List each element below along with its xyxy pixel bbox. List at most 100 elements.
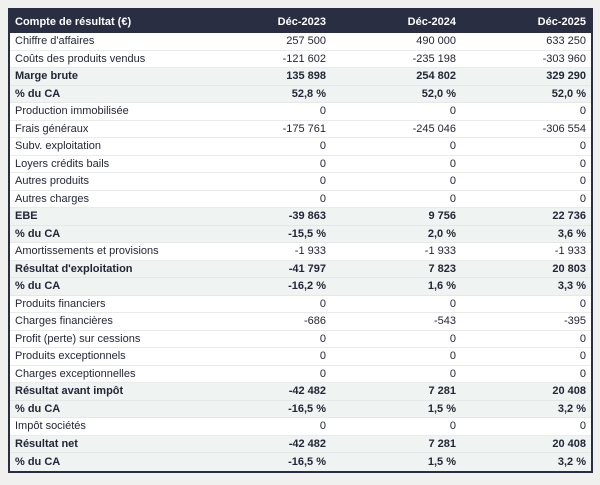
row-value: 3,2 % [557, 402, 586, 415]
row-value: 0 [449, 297, 456, 310]
row-value: 3,6 % [557, 227, 586, 240]
row-value: -121 602 [282, 52, 326, 65]
table-row: Charges exceptionnelles 0 0 0 [10, 365, 591, 383]
row-value: 52,0 % [421, 87, 456, 100]
row-value: 0 [579, 105, 586, 118]
row-value: 1,5 % [427, 402, 456, 415]
row-value: 0 [319, 157, 326, 170]
table-body: Chiffre d'affaires 257 500 490 000 633 2… [10, 33, 591, 471]
row-label: Loyers crédits bails [15, 157, 110, 170]
table-row: % du CA -16,5 % 1,5 % 3,2 % [10, 453, 591, 471]
row-value: -16,5 % [288, 455, 326, 468]
table-row: Coûts des produits vendus -121 602 -235 … [10, 50, 591, 68]
row-value: -1 933 [554, 245, 586, 258]
row-label: Subv. exploitation [15, 140, 102, 153]
row-value: 254 802 [416, 70, 456, 83]
table-title: Compte de résultat (€) [15, 15, 132, 28]
row-value: 20 408 [552, 385, 586, 398]
table-row: Produits financiers 0 0 0 [10, 295, 591, 313]
row-value: -42 482 [288, 385, 326, 398]
column-header-dec-2023: Déc-2023 [277, 15, 326, 28]
table-row: Résultat avant impôt -42 482 7 281 20 40… [10, 383, 591, 401]
row-label: Produits financiers [15, 297, 106, 310]
table-row: Production immobilisée 0 0 0 [10, 103, 591, 121]
row-value: 1,6 % [427, 280, 456, 293]
row-value: 0 [579, 192, 586, 205]
row-label: Coûts des produits vendus [15, 52, 146, 65]
table-row: % du CA -16,5 % 1,5 % 3,2 % [10, 400, 591, 418]
row-value: 3,2 % [557, 455, 586, 468]
row-value: -1 933 [294, 245, 326, 258]
table-row: Résultat net -42 482 7 281 20 408 [10, 435, 591, 453]
row-value: 0 [319, 420, 326, 433]
row-value: 20 408 [552, 437, 586, 450]
row-value: 0 [449, 175, 456, 188]
row-value: 22 736 [552, 210, 586, 223]
table-row: Résultat d'exploitation -41 797 7 823 20… [10, 260, 591, 278]
row-value: 1,5 % [427, 455, 456, 468]
row-value: 0 [319, 105, 326, 118]
row-value: 0 [449, 140, 456, 153]
table-row: Autres charges 0 0 0 [10, 190, 591, 208]
row-value: 0 [579, 297, 586, 310]
row-label: Autres charges [15, 192, 89, 205]
table-row: Produits exceptionnels 0 0 0 [10, 348, 591, 366]
row-label: % du CA [15, 402, 61, 415]
row-value: 52,8 % [291, 87, 326, 100]
row-value: -245 046 [412, 122, 456, 135]
row-value: 0 [449, 332, 456, 345]
table-row: Frais généraux -175 761 -245 046 -306 55… [10, 120, 591, 138]
table-row: Impôt sociétés 0 0 0 [10, 418, 591, 436]
table-header-row: Compte de résultat (€) Déc-2023 Déc-2024… [10, 10, 591, 33]
table-row: Marge brute 135 898 254 802 329 290 [10, 68, 591, 86]
row-value: 7 281 [428, 437, 456, 450]
row-value: -16,2 % [288, 280, 326, 293]
row-label: Charges financières [15, 315, 113, 328]
row-value: 9 756 [428, 210, 456, 223]
row-value: -1 933 [424, 245, 456, 258]
row-value: 0 [449, 367, 456, 380]
row-value: -175 761 [282, 122, 326, 135]
row-label: Profit (perte) sur cessions [15, 332, 141, 345]
row-value: -306 554 [542, 122, 586, 135]
row-value: 0 [579, 350, 586, 363]
table-row: Charges financières -686 -543 -395 [10, 313, 591, 331]
row-value: 0 [319, 297, 326, 310]
row-value: 0 [319, 140, 326, 153]
row-value: 633 250 [546, 35, 586, 48]
row-label: Résultat avant impôt [15, 385, 124, 398]
row-value: 135 898 [286, 70, 326, 83]
row-label: % du CA [15, 227, 61, 240]
row-label: Chiffre d'affaires [15, 35, 95, 48]
row-value: 0 [319, 367, 326, 380]
table-row: Loyers crédits bails 0 0 0 [10, 155, 591, 173]
table-row: Profit (perte) sur cessions 0 0 0 [10, 330, 591, 348]
column-header-dec-2024: Déc-2024 [407, 15, 456, 28]
row-value: 0 [449, 192, 456, 205]
row-value: -16,5 % [288, 402, 326, 415]
table-row: % du CA 52,8 % 52,0 % 52,0 % [10, 85, 591, 103]
row-value: -235 198 [412, 52, 456, 65]
row-value: -395 [563, 315, 586, 328]
row-value: 0 [579, 175, 586, 188]
row-label: Amortissements et provisions [15, 245, 159, 258]
table-row: Autres produits 0 0 0 [10, 173, 591, 191]
table-row: Subv. exploitation 0 0 0 [10, 138, 591, 156]
row-value: 0 [449, 157, 456, 170]
row-label: Résultat net [15, 437, 78, 450]
row-value: 0 [319, 332, 326, 345]
row-value: -15,5 % [288, 227, 326, 240]
row-value: 0 [449, 105, 456, 118]
row-value: 0 [319, 350, 326, 363]
row-value: 0 [579, 367, 586, 380]
table-row: Chiffre d'affaires 257 500 490 000 633 2… [10, 33, 591, 51]
row-label: Frais généraux [15, 122, 89, 135]
row-value: 0 [449, 420, 456, 433]
row-value: -42 482 [288, 437, 326, 450]
row-value: 3,3 % [557, 280, 586, 293]
row-label: Marge brute [15, 70, 78, 83]
table-row: EBE -39 863 9 756 22 736 [10, 208, 591, 226]
row-value: 0 [579, 140, 586, 153]
row-value: 0 [319, 175, 326, 188]
row-value: 7 281 [428, 385, 456, 398]
